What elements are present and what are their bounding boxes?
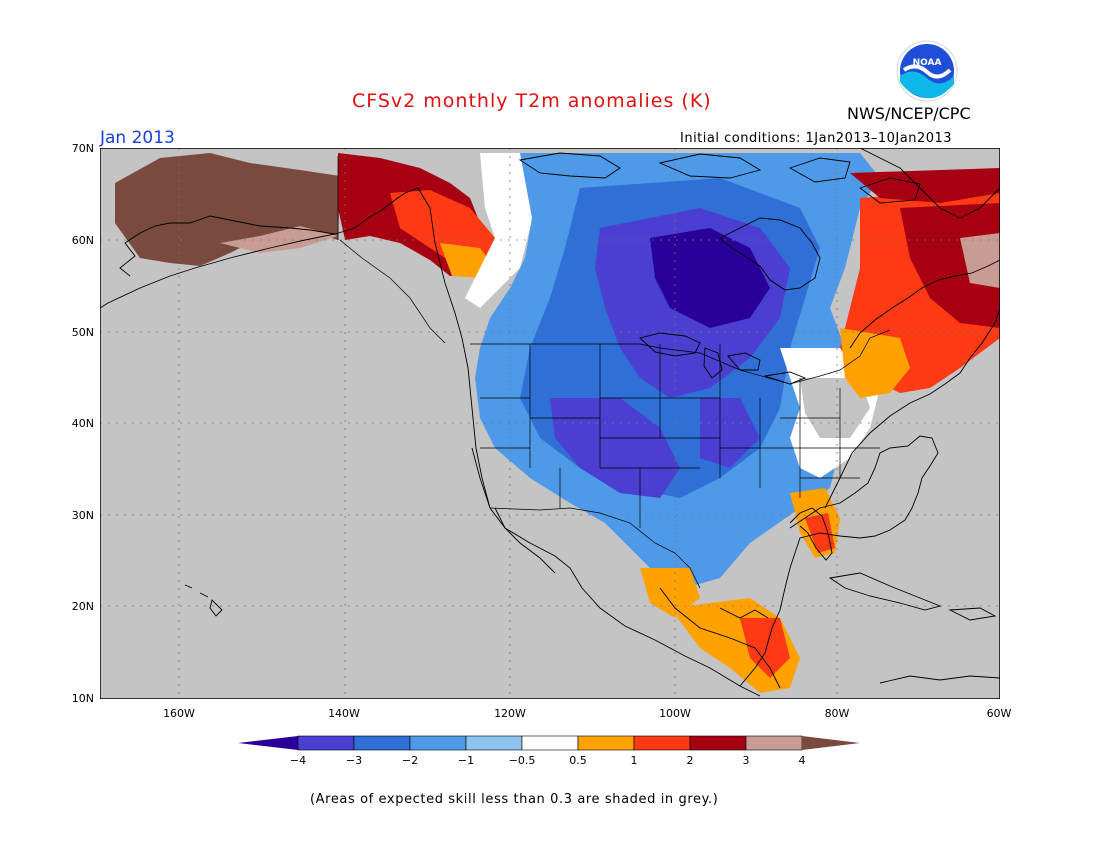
colorbar-box (577, 735, 635, 751)
colorbar-label: 0.5 (569, 754, 587, 767)
noaa-logo-text: NOAA (913, 58, 942, 68)
chart-title: CFSv2 monthly T2m anomalies (K) (352, 90, 712, 112)
lat-label-50n: 50N (71, 326, 94, 339)
colorbar-label: 4 (798, 754, 806, 767)
lat-label-70n: 70N (71, 142, 94, 155)
colorbar-label: 2 (686, 754, 694, 767)
coastlines (100, 148, 1000, 697)
lon-label-160w: 160W (163, 707, 195, 720)
anomaly-region (115, 153, 340, 266)
agency-label: NWS/NCEP/CPC (847, 104, 971, 123)
colorbar-box (465, 735, 523, 751)
noaa-logo: NOAA (896, 40, 958, 102)
colorbar-label: −3 (345, 754, 363, 767)
colorbar-left-arrow (238, 736, 298, 750)
anomaly-region (900, 203, 1000, 328)
anomaly-region (960, 233, 1000, 288)
lat-label-30n: 30N (71, 509, 94, 522)
colorbar-box (521, 735, 579, 751)
lat-label-10n: 10N (71, 692, 94, 705)
colorbar-boxes (297, 735, 803, 751)
colorbar-label: −2 (401, 754, 419, 767)
initial-conditions: Initial conditions: 1Jan2013–10Jan2013 (680, 131, 953, 146)
anomaly-map (100, 148, 1000, 699)
lat-label-40n: 40N (71, 417, 94, 430)
lat-label-20n: 20N (71, 600, 94, 613)
footnote: (Areas of expected skill less than 0.3 a… (310, 792, 719, 807)
lon-label-80w: 80W (824, 707, 850, 720)
anomaly-region (550, 398, 680, 498)
lon-label-140w: 140W (328, 707, 360, 720)
month-label: Jan 2013 (100, 128, 175, 148)
colorbar-right-arrow (802, 736, 860, 750)
colorbar-box (745, 735, 803, 751)
colorbar-label: −4 (289, 754, 307, 767)
anomaly-region (840, 328, 910, 398)
graticule (100, 148, 1000, 699)
anomaly-region (850, 168, 1000, 203)
colorbar-box (409, 735, 467, 751)
lat-label-60n: 60N (71, 234, 94, 247)
lon-label-100w: 100W (659, 707, 691, 720)
colorbar (238, 735, 860, 751)
colorbar-box (353, 735, 411, 751)
colorbar-label: 3 (742, 754, 750, 767)
colorbar-box (689, 735, 747, 751)
political-borders (337, 156, 891, 589)
colorbar-label: 1 (630, 754, 638, 767)
colorbar-label: −1 (457, 754, 475, 767)
anomaly-region (220, 226, 338, 253)
lon-label-60w: 60W (986, 707, 1012, 720)
colorbar-box (297, 735, 355, 751)
colorbar-box (633, 735, 691, 751)
anomaly-region (465, 153, 540, 308)
lon-label-120w: 120W (494, 707, 526, 720)
anomaly-region (640, 568, 700, 618)
colorbar-label: −0.5 (508, 754, 536, 767)
anomaly-region (870, 668, 1000, 699)
anomaly-region (740, 618, 790, 678)
anomaly-region (700, 398, 760, 468)
